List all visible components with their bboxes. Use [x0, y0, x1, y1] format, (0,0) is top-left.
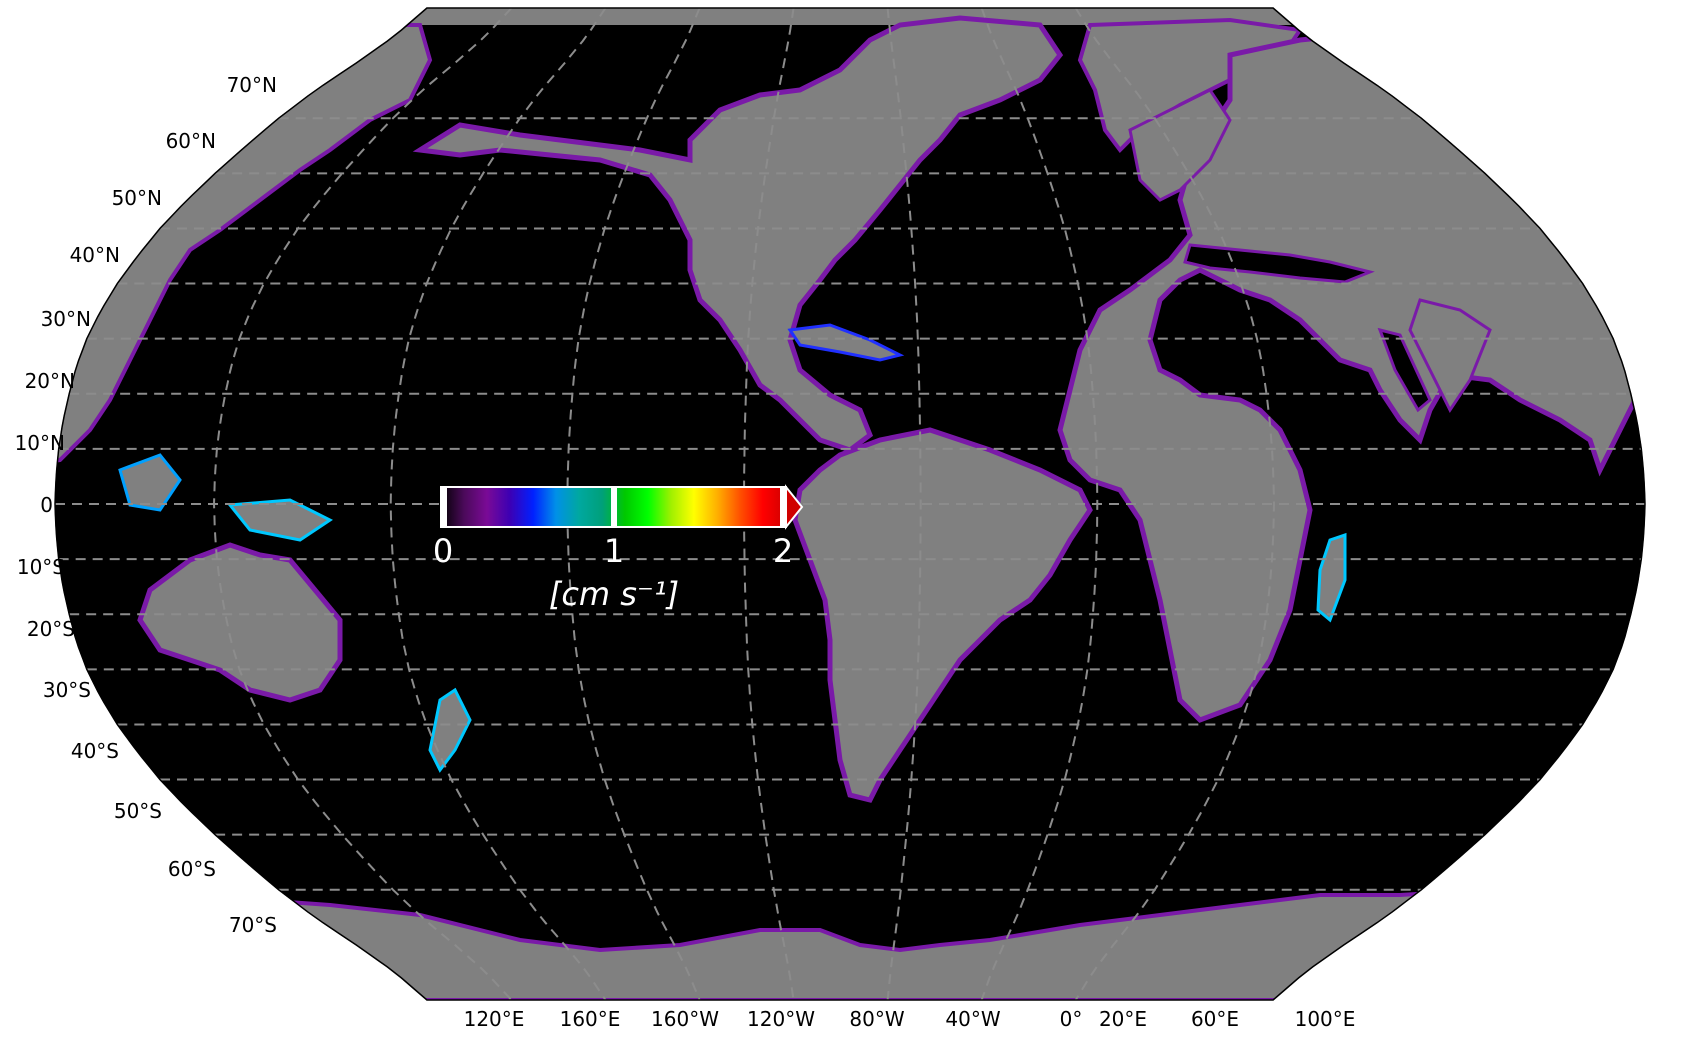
- lat-label: 70°N: [227, 73, 277, 97]
- longitude-gridline: [886, 8, 922, 1000]
- lon-label: 0°: [1060, 1007, 1083, 1031]
- colorbar-tick: [611, 487, 617, 527]
- india-land: [1408, 298, 1492, 413]
- longitude-gridline: [212, 8, 513, 1000]
- longitude-gridline: [1074, 8, 1276, 1000]
- lat-label: 70°S: [229, 913, 277, 937]
- lat-label: 40°N: [70, 243, 120, 267]
- longitude-gridline: [389, 8, 607, 1000]
- lat-label: 40°S: [71, 739, 119, 763]
- lat-label: 20°N: [25, 369, 75, 393]
- mediterranean-sea: [1183, 243, 1375, 284]
- lon-label: 20°E: [1099, 1007, 1147, 1031]
- lat-label: 60°S: [168, 857, 216, 881]
- lat-label: 30°S: [43, 678, 91, 702]
- graticule: [55, 8, 1645, 1000]
- arctic-land: [55, 8, 1645, 25]
- lat-label: 60°N: [166, 129, 216, 153]
- lon-label: 160°W: [651, 1007, 719, 1031]
- lon-label: 160°E: [560, 1007, 621, 1031]
- new-zealand-land: [428, 687, 472, 773]
- latitude-labels: 70°N 60°N 50°N 40°N 30°N 20°N 10°N 0° 10…: [15, 73, 277, 937]
- colorbar-tick-label: 2: [773, 532, 793, 570]
- lon-label: 100°E: [1295, 1007, 1356, 1031]
- longitude-gridline: [980, 8, 1099, 1000]
- new-guinea-land: [227, 498, 333, 542]
- colorbar-tick: [441, 487, 447, 527]
- lat-label: 30°N: [41, 307, 91, 331]
- colorbar-tick-label: 1: [604, 532, 624, 570]
- lon-label: 60°E: [1191, 1007, 1239, 1031]
- red-sea: [1377, 327, 1432, 413]
- lat-label: 50°S: [114, 799, 162, 823]
- lon-label: 120°W: [747, 1007, 815, 1031]
- colorbar-tick: [780, 487, 786, 527]
- north-america-land: [412, 15, 1064, 453]
- map-contents: [55, 8, 1645, 1000]
- lat-label: 10°S: [17, 555, 65, 579]
- borneo-land: [118, 453, 182, 512]
- lon-label: 40°W: [945, 1007, 1000, 1031]
- lat-label: 10°N: [15, 431, 65, 455]
- cuba-land: [787, 323, 905, 362]
- lon-label: 80°W: [849, 1007, 904, 1031]
- lon-label: 120°E: [464, 1007, 525, 1031]
- colorbar-unit-label: [cm s⁻¹]: [549, 575, 679, 613]
- colorbar-tick-label: 0: [433, 532, 453, 570]
- australia-land: [137, 542, 343, 703]
- lat-label: 0°: [40, 493, 63, 517]
- map-border: [54, 7, 1646, 1001]
- longitude-labels: 120°E 160°E 160°W 120°W 80°W 40°W 0° 20°…: [464, 1007, 1356, 1031]
- lat-label: 50°N: [112, 186, 162, 210]
- colorbar: 0 1 2 [cm s⁻¹]: [433, 484, 804, 613]
- madagascar-land: [1316, 532, 1347, 623]
- lat-label: 20°S: [27, 617, 75, 641]
